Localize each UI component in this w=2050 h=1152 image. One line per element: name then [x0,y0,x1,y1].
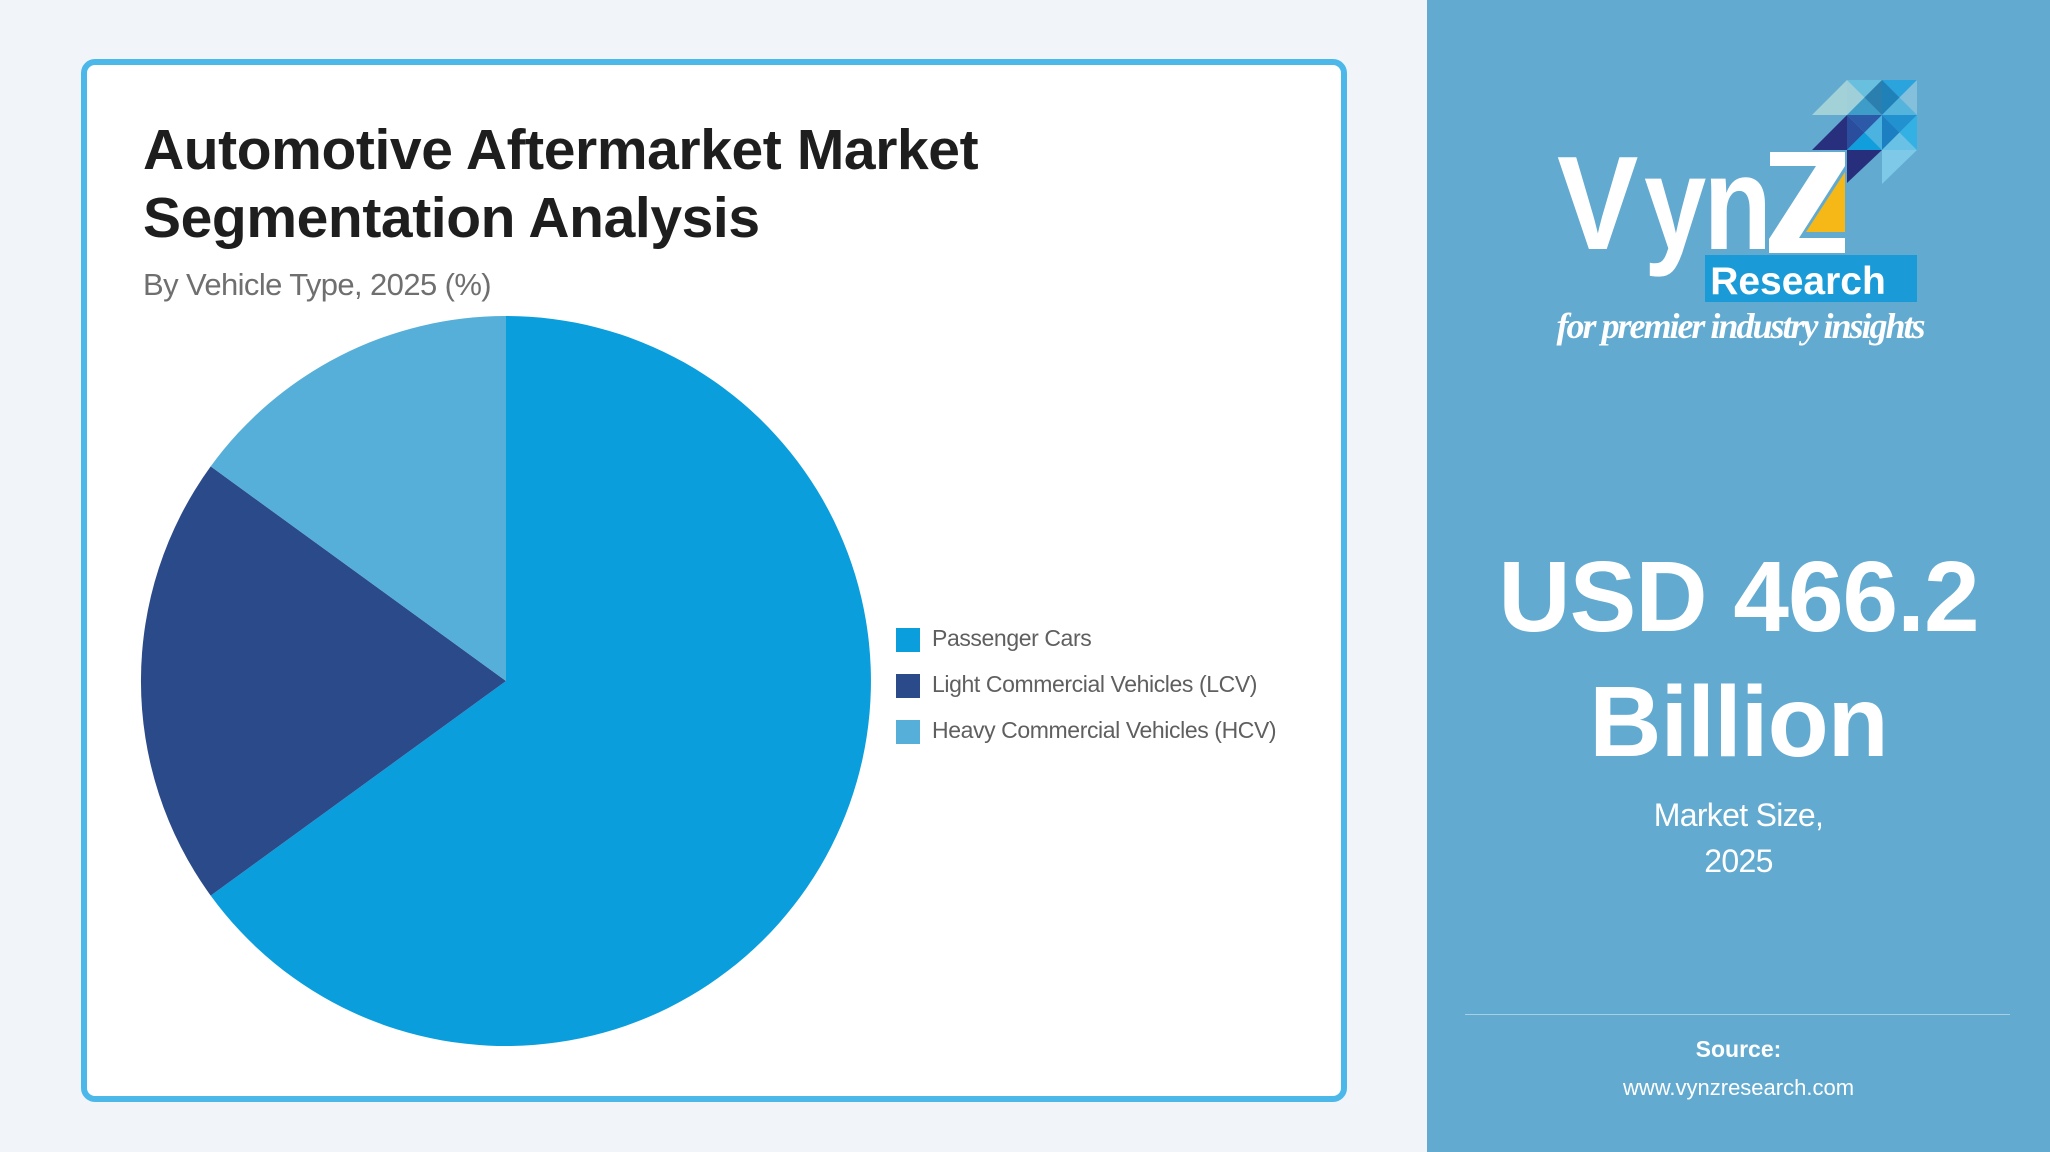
svg-text:Research: Research [1710,260,1886,303]
svg-text:Heavy Commercial Vehicles (HCV: Heavy Commercial Vehicles (HCV) [932,717,1276,743]
svg-text:V: V [1557,129,1638,278]
svg-text:Light Commercial Vehicles (LCV: Light Commercial Vehicles (LCV) [932,671,1257,697]
svg-text:n: n [1704,130,1772,278]
svg-text:y: y [1644,130,1706,278]
svg-text:for premier industry insights: for premier industry insights [1556,306,1924,346]
svg-text:Passenger Cars: Passenger Cars [932,625,1091,651]
